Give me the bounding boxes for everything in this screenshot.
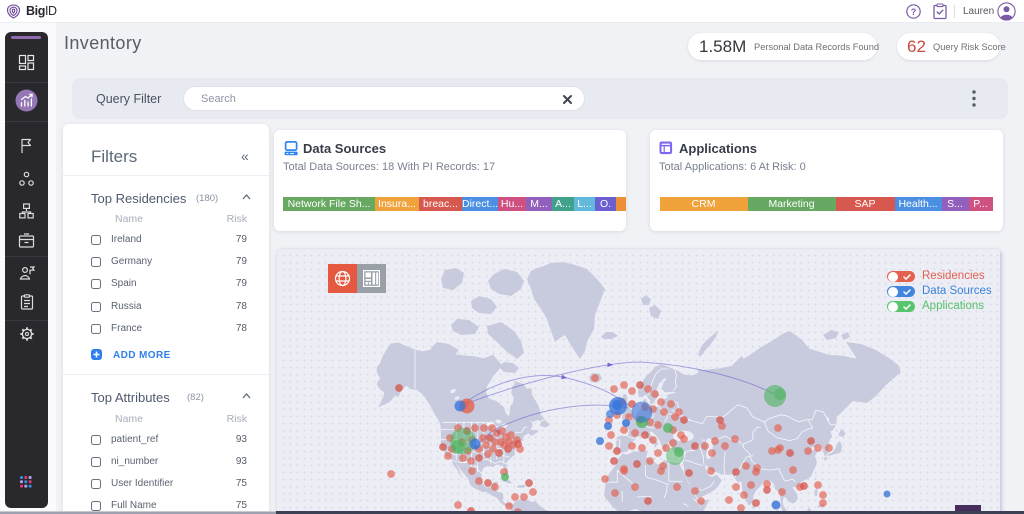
svg-text:?: ? — [911, 7, 917, 17]
